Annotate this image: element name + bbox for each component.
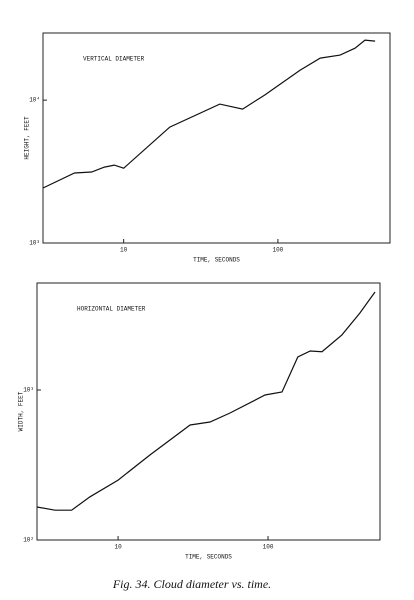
data-line bbox=[42, 39, 376, 189]
y-axis-label: HEIGHT, FEET bbox=[24, 116, 31, 160]
y-tick-label: 10³ bbox=[29, 240, 40, 247]
data-line bbox=[36, 291, 376, 511]
plot-frame bbox=[36, 282, 381, 541]
chart-annotation: VERTICAL DIAMETER bbox=[83, 56, 145, 63]
x-tick-label: 100 bbox=[272, 247, 283, 254]
x-tick-label: 100 bbox=[263, 544, 274, 551]
y-axis-label: WIDTH, FEET bbox=[18, 391, 25, 431]
y-tick-label: 10² bbox=[23, 537, 34, 544]
x-axis-label: TIME, SECONDS bbox=[185, 554, 232, 561]
x-axis-label: TIME, SECONDS bbox=[193, 257, 240, 264]
y-tick-label: 10⁴ bbox=[29, 97, 40, 104]
plot-frame bbox=[42, 32, 391, 244]
caption: Fig. 34. Cloud diameter vs. time. bbox=[112, 577, 271, 591]
chart-annotation: HORIZONTAL DIAMETER bbox=[77, 306, 146, 313]
y-tick-label: 10³ bbox=[23, 387, 34, 394]
x-tick-label: 10 bbox=[114, 544, 122, 551]
x-tick-label: 10 bbox=[120, 247, 128, 254]
